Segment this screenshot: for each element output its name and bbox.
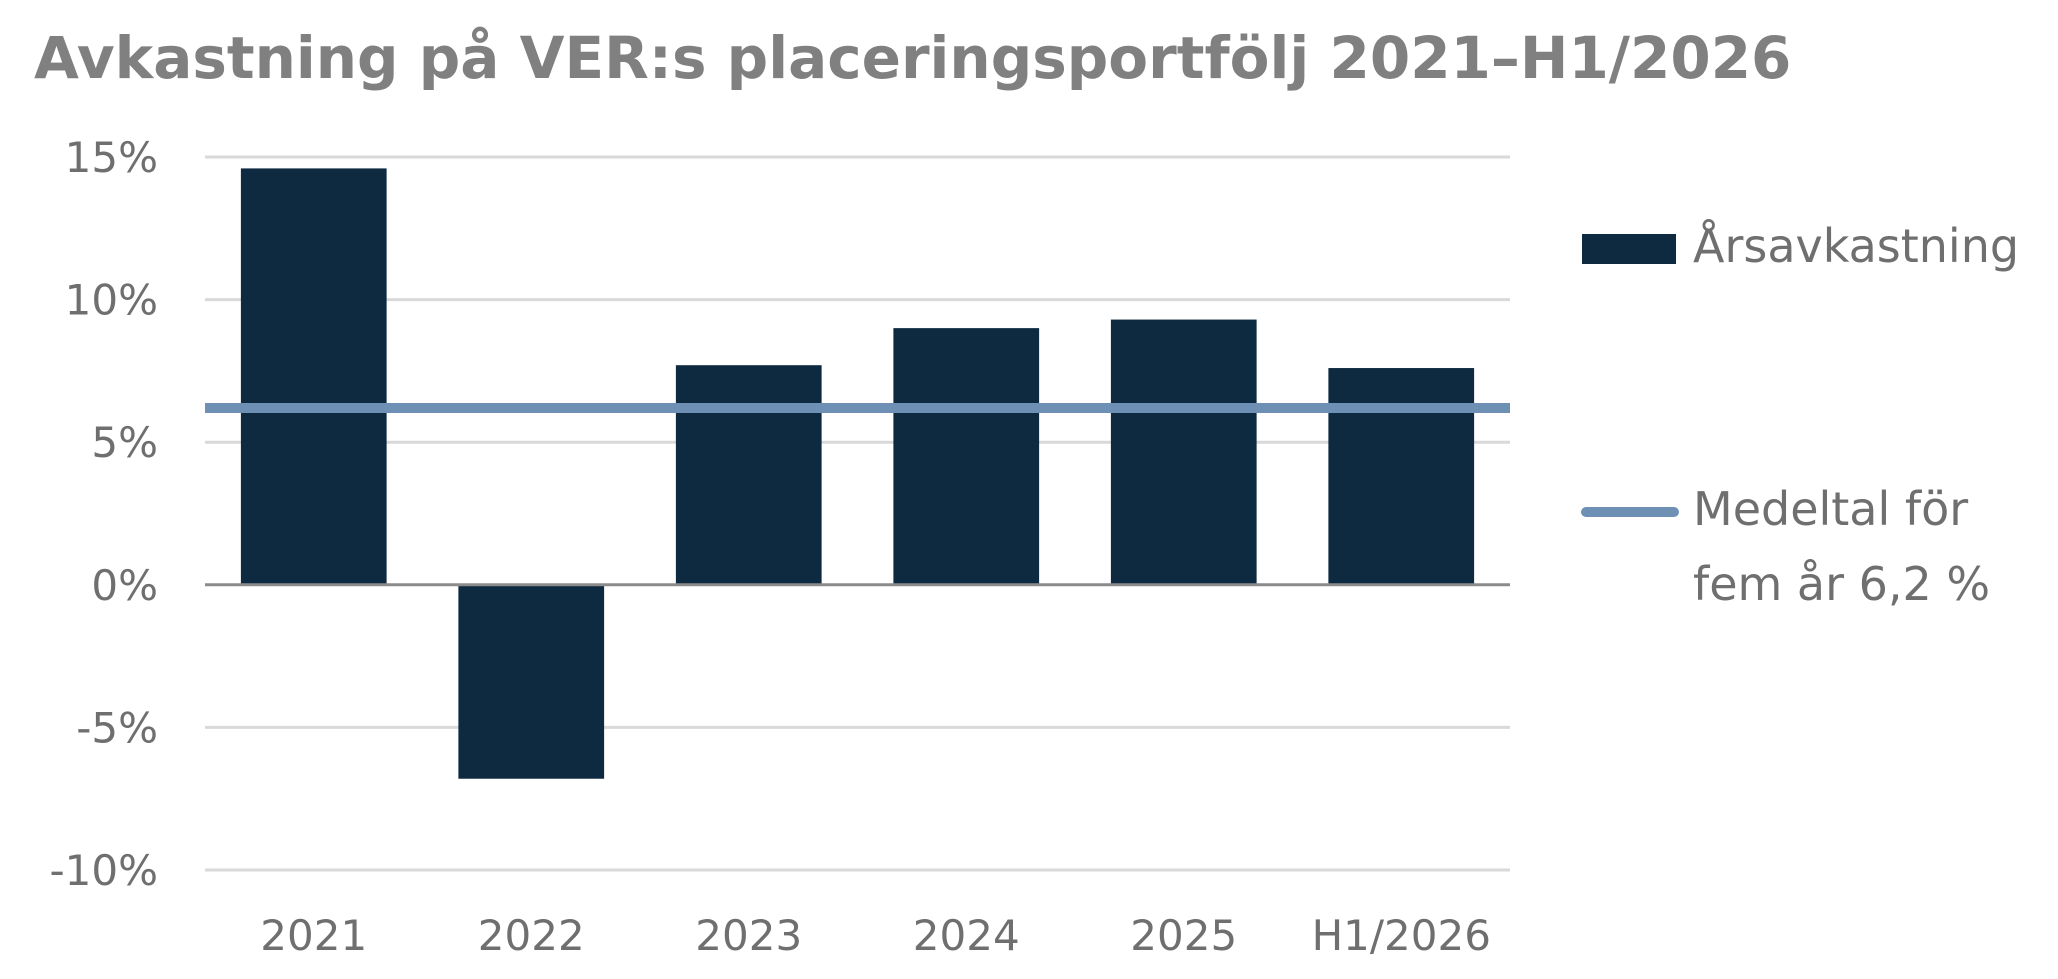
legend-swatch-bars (1582, 234, 1676, 264)
x-tick-label: 2023 (695, 911, 802, 960)
bar (240, 168, 387, 585)
y-tick-label: 10% (65, 276, 158, 325)
x-tick-label: 2024 (913, 911, 1020, 960)
gridlines (205, 155, 1510, 872)
legend-label-bars: Årsavkastning (1693, 219, 2019, 273)
bar (1110, 319, 1257, 585)
x-tick-label: 2022 (478, 911, 585, 960)
bar (675, 365, 822, 585)
bar (458, 584, 605, 779)
legend: Årsavkastning Medeltal för fem år 6,2 % (1581, 219, 2019, 611)
legend-label-average: fem år 6,2 % (1693, 557, 1990, 611)
y-tick-label: -5% (76, 703, 158, 752)
legend-label-average: Medeltal för (1693, 482, 1968, 536)
x-tick-label: 2025 (1130, 911, 1237, 960)
y-tick-label: 15% (65, 133, 158, 182)
y-tick-label: 0% (91, 561, 158, 610)
axes: 15% 10% 5% 0% -5% -10% 2021 2022 2023 2024 2025 H1/… (49, 133, 1510, 960)
bar (893, 328, 1040, 585)
x-tick-label: H1/2026 (1312, 911, 1491, 960)
x-tick-label: 2021 (260, 911, 367, 960)
bar (1328, 368, 1475, 585)
bars (240, 168, 1475, 779)
y-tick-label: 5% (91, 418, 158, 467)
chart-title: Avkastning på VER:s placeringsportfölj 2… (34, 24, 1791, 92)
y-tick-label: -10% (49, 846, 158, 895)
